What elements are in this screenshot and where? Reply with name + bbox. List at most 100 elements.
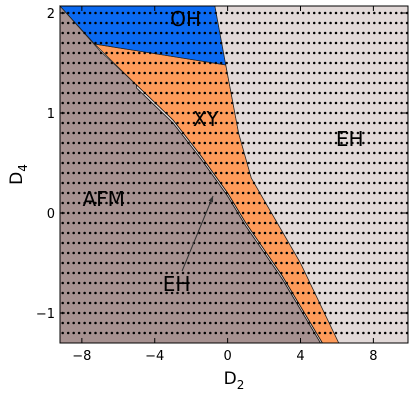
grid-dot <box>301 51 305 55</box>
grid-dot <box>203 301 207 305</box>
grid-dot <box>291 181 294 185</box>
grid-dot <box>209 321 212 325</box>
grid-dot <box>291 31 294 35</box>
grid-dot <box>165 301 168 305</box>
grid-dot <box>181 181 185 185</box>
grid-dot <box>318 171 321 175</box>
grid-dot <box>192 211 196 215</box>
grid-dot <box>285 321 289 325</box>
grid-dot <box>99 151 103 155</box>
grid-dot <box>143 171 146 175</box>
grid-dot <box>94 171 97 175</box>
grid-dot <box>94 191 97 195</box>
grid-dot <box>367 71 371 75</box>
grid-dot <box>378 231 382 235</box>
grid-dot <box>209 331 212 335</box>
grid-dot <box>389 111 392 115</box>
grid-dot <box>367 311 371 315</box>
grid-dot <box>340 101 343 105</box>
grid-dot <box>116 11 119 15</box>
grid-dot <box>176 111 179 115</box>
grid-dot <box>318 151 321 155</box>
grid-dot <box>307 231 310 235</box>
grid-dot <box>77 231 81 235</box>
grid-dot <box>263 131 267 135</box>
grid-dot <box>170 71 174 75</box>
y-tick-label: 1 <box>47 107 55 122</box>
grid-dot <box>187 261 190 265</box>
grid-dot <box>263 191 267 195</box>
dotted-rows-layer <box>61 11 409 335</box>
grid-dot <box>165 271 168 275</box>
grid-dot <box>187 81 190 85</box>
grid-dot <box>181 31 185 35</box>
grid-dot <box>143 91 146 95</box>
grid-dot <box>383 51 387 55</box>
grid-dot <box>296 271 300 275</box>
grid-dot <box>236 211 239 215</box>
grid-dot <box>110 31 114 35</box>
grid-dot <box>383 21 387 25</box>
grid-dot <box>159 311 163 315</box>
grid-dot <box>373 311 376 315</box>
grid-dot <box>291 241 294 245</box>
grid-dot <box>345 141 349 145</box>
grid-dot <box>274 201 278 205</box>
grid-dot <box>301 171 305 175</box>
grid-dot <box>203 81 207 85</box>
grid-dot <box>323 141 327 145</box>
grid-dot <box>340 211 343 215</box>
grid-dot <box>170 171 174 175</box>
grid-dot <box>258 71 261 75</box>
grid-dot <box>285 291 289 295</box>
grid-dot <box>345 151 349 155</box>
grid-dot <box>362 311 365 315</box>
grid-dot <box>66 201 70 205</box>
grid-dot <box>116 91 119 95</box>
grid-dot <box>138 71 141 75</box>
grid-dot <box>170 261 174 265</box>
grid-dot <box>198 61 201 65</box>
grid-dot <box>116 81 119 85</box>
grid-dot <box>241 261 245 265</box>
grid-dot <box>83 151 86 155</box>
grid-dot <box>307 151 310 155</box>
grid-dot <box>66 151 70 155</box>
grid-dot <box>296 211 300 215</box>
grid-dot <box>66 251 70 255</box>
grid-dot <box>187 331 190 335</box>
grid-dot <box>138 221 141 225</box>
grid-dot <box>291 311 294 315</box>
grid-dot <box>263 51 267 55</box>
grid-dot <box>138 191 141 195</box>
grid-dot <box>383 151 387 155</box>
grid-dot <box>345 331 349 335</box>
grid-dot <box>99 211 103 215</box>
grid-dot <box>323 221 327 225</box>
grid-dot <box>258 161 261 165</box>
grid-dot <box>307 121 310 125</box>
grid-dot <box>77 91 81 95</box>
grid-dot <box>247 221 250 225</box>
grid-dot <box>61 91 64 95</box>
grid-dot <box>132 291 136 295</box>
grid-dot <box>241 151 245 155</box>
grid-dot <box>263 181 267 185</box>
grid-dot <box>312 91 316 95</box>
grid-dot <box>203 251 207 255</box>
grid-dot <box>77 101 81 105</box>
grid-dot <box>72 221 75 225</box>
grid-dot <box>378 281 382 285</box>
grid-dot <box>340 11 343 15</box>
grid-dot <box>99 21 103 25</box>
grid-dot <box>77 171 81 175</box>
grid-dot <box>148 281 152 285</box>
grid-dot <box>312 261 316 265</box>
grid-dot <box>230 181 234 185</box>
grid-dot <box>187 231 190 235</box>
grid-dot <box>99 201 103 205</box>
grid-dot <box>334 141 338 145</box>
grid-dot <box>192 161 196 165</box>
dotted-row <box>61 91 409 95</box>
grid-dot <box>230 71 234 75</box>
